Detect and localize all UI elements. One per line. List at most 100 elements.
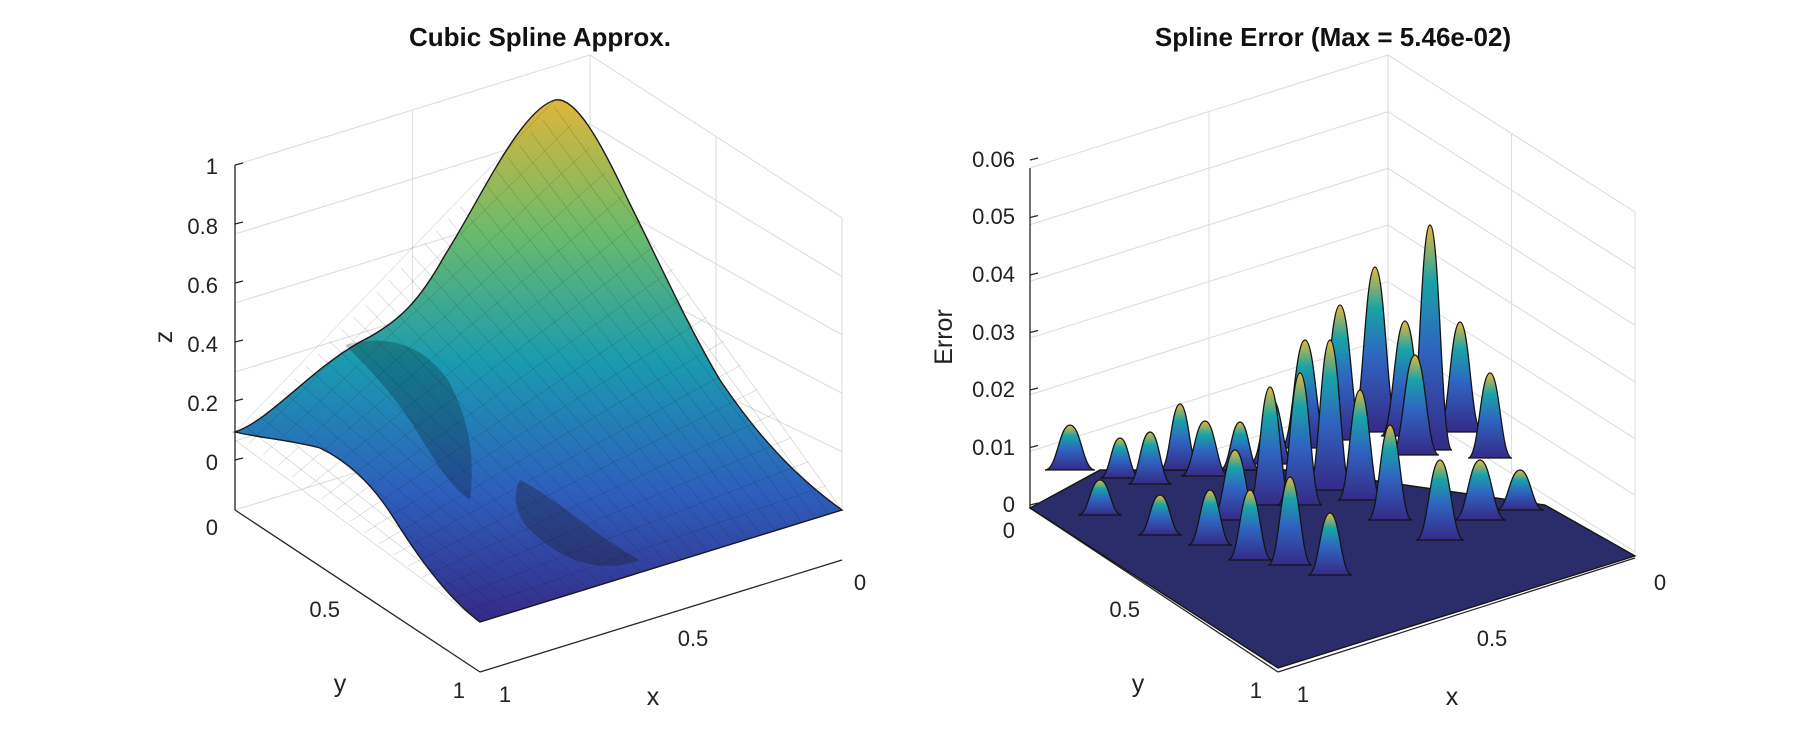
mesh-line [377, 292, 642, 573]
mesh-line [258, 415, 507, 614]
mesh-line [542, 120, 829, 515]
z-axis-label: z [150, 331, 178, 344]
mesh-line [554, 107, 843, 511]
z-tick-label: 0.05 [972, 204, 1015, 229]
y-tick-label: 0 [1003, 518, 1015, 543]
z-ticks: 1 0.8 0.6 0.4 0.2 0 [187, 154, 218, 475]
tick-mark [1029, 157, 1039, 161]
error-peak [1127, 431, 1173, 485]
mesh-line [379, 340, 724, 544]
y-axis-label: y [334, 670, 347, 698]
mesh-line [365, 304, 628, 577]
tick-mark [1029, 214, 1039, 219]
y-axis-label: y [1132, 670, 1145, 698]
error-peak [1267, 476, 1313, 566]
mesh-line [246, 427, 494, 619]
error-peak [1187, 489, 1233, 546]
x-axis-label: x [1446, 683, 1459, 711]
tick-mark [1029, 502, 1039, 506]
y-tick-label: 0.5 [309, 597, 340, 622]
surface-approx [232, 99, 844, 623]
z-tick-label: 0.03 [972, 320, 1015, 345]
error-peak [1337, 389, 1383, 501]
mesh-line [329, 341, 588, 589]
z-tick-label: 1 [206, 154, 218, 179]
z-tick-label: 0 [206, 450, 218, 475]
mesh-line [294, 378, 548, 602]
y-tick-label: 1 [453, 678, 465, 703]
tick-mark [234, 457, 244, 461]
tick-mark [234, 162, 244, 166]
mesh-line [278, 172, 606, 466]
z-tick-label: 0.6 [187, 273, 218, 298]
mesh-line [282, 390, 534, 606]
mesh-line [519, 144, 802, 523]
z-tick-label: 0.01 [972, 435, 1015, 460]
mesh-line [483, 181, 762, 536]
y-axis-line [234, 509, 481, 673]
error-peak [1277, 372, 1323, 506]
z-tick-label: 0.02 [972, 377, 1015, 402]
surface-shadow [345, 340, 472, 500]
error-peak [1453, 459, 1507, 521]
mesh-line [436, 437, 792, 589]
gridlines [1029, 111, 1636, 496]
error-peak [1137, 494, 1183, 536]
error-peak [1307, 339, 1353, 491]
error-peak [1077, 479, 1123, 516]
x-tick-label: 1 [1297, 682, 1309, 707]
y-tick-label: 0 [206, 515, 218, 540]
z-tick-label: 0.2 [187, 391, 218, 416]
chart-title: Cubic Spline Approx. [409, 22, 671, 52]
error-peaks [1044, 224, 1545, 576]
spline-approx-panel: Cubic Spline Approx. 1 0.8 0.6 0.4 0.2 0 [150, 22, 866, 711]
z-ticks: 0.06 0.05 0.04 0.03 0.02 0.01 0 [972, 147, 1015, 517]
error-peak [1415, 459, 1465, 541]
mesh-line [317, 353, 575, 594]
mesh-line [422, 413, 775, 578]
surface-trough [515, 480, 640, 566]
tick-mark [1029, 272, 1039, 276]
mesh-line [471, 193, 749, 540]
mesh-line [448, 218, 722, 548]
mesh-line [436, 230, 709, 552]
mesh-line [341, 329, 601, 585]
x-axis-label: x [647, 683, 660, 711]
x-tick-label: 1 [499, 682, 511, 707]
mesh-line [424, 243, 695, 556]
tick-mark [234, 280, 244, 284]
error-peak [1044, 424, 1096, 471]
mesh-line [234, 439, 481, 623]
mesh-line [364, 316, 708, 533]
error-peak [1390, 354, 1440, 456]
tick-mark [234, 398, 244, 402]
error-peak [1307, 512, 1353, 576]
z-tick-label: 0.06 [972, 147, 1015, 172]
mesh-line [412, 255, 682, 560]
z-tick-label: 0.04 [972, 262, 1015, 287]
spline-error-panel: Spline Error (Max = 5.46e-02) 0.06 0.05 … [930, 22, 1666, 711]
mesh-line [249, 123, 573, 444]
tick-mark [234, 221, 244, 225]
error-peak [1180, 420, 1230, 477]
mesh-line [407, 389, 758, 567]
error-peak [1437, 321, 1483, 433]
y-tick-label: 1 [1250, 678, 1262, 703]
mesh-line [263, 148, 589, 455]
tick-mark [1029, 444, 1039, 449]
mesh-line [451, 461, 809, 600]
tick-mark [1029, 387, 1039, 391]
x-axis-line [1277, 557, 1636, 673]
mesh-line [400, 267, 668, 565]
mesh-line [306, 220, 640, 489]
mesh-line [234, 99, 556, 433]
mesh-line [507, 157, 789, 527]
z-tick-label: 0 [1003, 492, 1015, 517]
x-tick-label: 0 [854, 570, 866, 595]
z-tick-label: 0.8 [187, 214, 218, 239]
mesh-line [350, 292, 691, 522]
tick-mark [1029, 329, 1039, 334]
z-axis-label: Error [930, 309, 958, 365]
